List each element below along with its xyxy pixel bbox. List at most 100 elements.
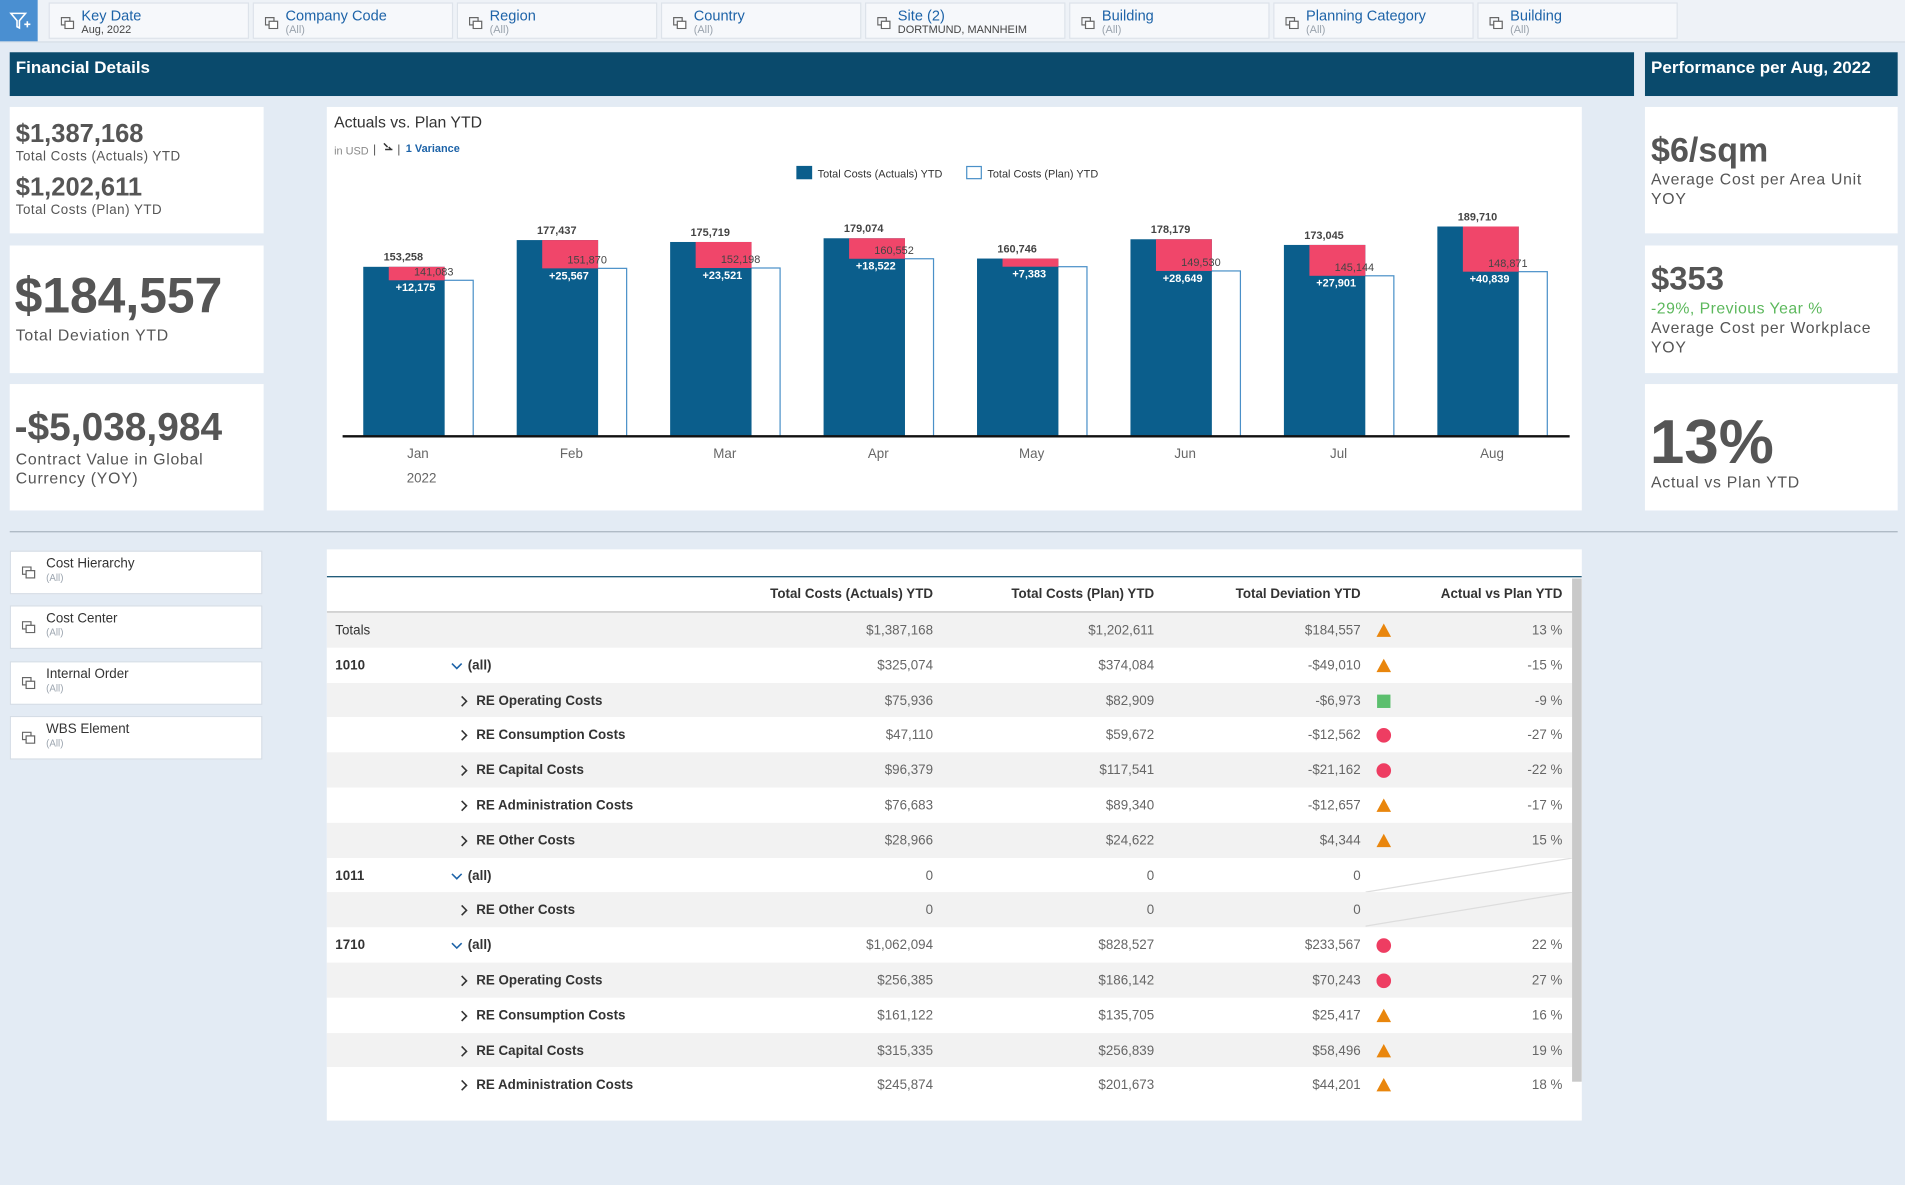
expand-toggle[interactable]	[457, 762, 472, 777]
filter-button[interactable]	[0, 0, 38, 42]
expand-toggle[interactable]	[457, 692, 472, 707]
side-filter[interactable]: WBS Element (All)	[9, 715, 263, 760]
kpi-label: Actual vs Plan YTD	[1651, 472, 1800, 492]
filter-label: Company Code	[285, 7, 387, 25]
kpi-card: -$5,038,984 Contract Value in Global Curr…	[9, 384, 264, 511]
filter-label: Region	[489, 7, 536, 25]
status-icon	[1375, 1077, 1392, 1094]
filter-item[interactable]: Site (2) DORTMUND, MANNHEIM	[865, 2, 1066, 39]
actual-label: 153,258	[384, 252, 423, 264]
actual-label: 175,719	[690, 227, 729, 239]
variance-bar	[849, 238, 905, 259]
row-member: RE Capital Costs	[476, 763, 584, 779]
table-top-border	[326, 576, 1582, 578]
side-filter-label: Cost Center	[46, 611, 118, 626]
status-warning	[1376, 658, 1392, 672]
kpi-label: Total Deviation YTD	[15, 325, 169, 344]
variance-label: +28,649	[1163, 273, 1203, 285]
year-label: 2022	[407, 471, 437, 486]
column-header: Total Costs (Plan) YTD	[1011, 587, 1155, 602]
empty-cell-slash	[1365, 856, 1573, 893]
section-header: Performance per Aug, 2022	[1644, 52, 1898, 97]
expand-toggle[interactable]	[450, 657, 465, 672]
row-member: RE Operating Costs	[476, 693, 603, 709]
cell-deviation: $44,201	[1312, 1078, 1361, 1094]
side-filter[interactable]: Cost Center (All)	[9, 605, 263, 650]
filter-item[interactable]: Company Code (All)	[252, 2, 454, 39]
filter-icon	[1081, 17, 1095, 30]
cell-plan: $82,909	[1105, 693, 1155, 709]
cell-plan: $201,673	[1098, 1078, 1155, 1094]
filter-label: Key Date	[81, 7, 142, 25]
filter-item[interactable]: Building (All)	[1477, 2, 1678, 39]
row-code: 1710	[335, 938, 366, 954]
kpi-label: Average Cost per Area Unit YOY	[1651, 170, 1862, 208]
chevron-right	[461, 1080, 468, 1092]
kpi-value: $1,202,611	[15, 173, 143, 202]
kpi-value: 13%	[1649, 407, 1774, 477]
filter-item[interactable]: Building (All)	[1069, 2, 1270, 39]
status-critical	[1376, 763, 1392, 779]
cell-pct: -9 %	[1534, 693, 1563, 709]
status-critical	[1376, 728, 1392, 744]
variance-bar	[1309, 244, 1366, 276]
filter-item[interactable]: Region (All)	[456, 2, 658, 39]
expand-toggle[interactable]	[457, 972, 472, 987]
side-filter[interactable]: Internal Order (All)	[9, 661, 263, 705]
cell-actuals: $76,683	[884, 798, 934, 814]
chevron-right	[461, 695, 468, 707]
variance-bar	[1155, 239, 1212, 271]
filter-item[interactable]: Planning Category (All)	[1273, 2, 1474, 39]
row-member: RE Administration Costs	[476, 798, 634, 814]
status-icon	[1375, 657, 1392, 674]
side-filter-value: (All)	[46, 627, 64, 639]
cell-pct: 15 %	[1531, 833, 1563, 849]
legend-label: Total Costs (Plan) YTD	[987, 168, 1098, 180]
kpi-card: 13% Actual vs Plan YTD	[1644, 384, 1898, 511]
side-filter[interactable]: Cost Hierarchy (All)	[9, 550, 263, 595]
plan-label: 152,198	[721, 254, 760, 266]
expand-toggle[interactable]	[450, 867, 465, 882]
separator: |	[373, 142, 376, 156]
cell-plan: $117,541	[1099, 763, 1155, 779]
x-tick-label: May	[1019, 446, 1045, 461]
cell-actuals: 0	[925, 868, 934, 884]
cell-deviation: $25,417	[1312, 1008, 1361, 1024]
row-member: RE Consumption Costs	[476, 1008, 626, 1024]
expand-toggle[interactable]	[457, 727, 472, 742]
plan-label: 151,870	[567, 254, 606, 266]
variance-bar	[542, 240, 599, 269]
filter-icon	[1285, 17, 1299, 30]
slash	[1365, 856, 1573, 893]
cell-pct: 18 %	[1531, 1078, 1563, 1094]
row-member: (all)	[467, 868, 492, 884]
filter-icon	[21, 621, 36, 634]
expand-toggle[interactable]	[457, 902, 472, 917]
scrollbar[interactable]	[1572, 578, 1582, 1082]
expand-toggle[interactable]	[457, 1007, 472, 1022]
table-row: RE Operating Costs $256,385 $186,142 $70,24…	[326, 962, 1573, 998]
cell-pct: 27 %	[1531, 973, 1563, 989]
expand-toggle[interactable]	[450, 937, 465, 952]
status-icon	[1375, 797, 1392, 814]
cell-deviation: $70,243	[1312, 973, 1361, 989]
side-filter-value: (All)	[46, 737, 64, 749]
expand-toggle[interactable]	[457, 832, 472, 847]
status-icon	[1375, 832, 1392, 849]
actual-bar	[670, 241, 752, 437]
filter-icon	[21, 676, 36, 690]
chevron-down	[451, 942, 463, 950]
chevron-right	[461, 1045, 468, 1057]
expand-toggle[interactable]	[457, 1042, 472, 1057]
chart-card: Actuals vs. Plan YTD in USD | | 1 Variance To…	[326, 106, 1582, 511]
slash	[1365, 891, 1573, 928]
expand-toggle[interactable]	[457, 1077, 472, 1092]
filter-icon	[21, 731, 36, 744]
filter-item[interactable]: Country (All)	[660, 2, 862, 39]
actual-bar	[977, 258, 1059, 437]
variance-bar	[695, 241, 752, 268]
expand-toggle[interactable]	[457, 797, 472, 812]
x-tick-label: Mar	[713, 446, 737, 461]
filter-item[interactable]: Key Date Aug, 2022	[48, 2, 250, 39]
status-warning	[1376, 1008, 1392, 1022]
